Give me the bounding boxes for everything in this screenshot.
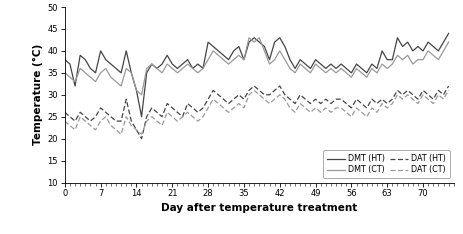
Legend: DMT (HT), DMT (CT), DAT (HT), DAT (CT): DMT (HT), DMT (CT), DAT (HT), DAT (CT)	[323, 150, 450, 179]
X-axis label: Day after temperature treatment: Day after temperature treatment	[161, 203, 357, 213]
Y-axis label: Temperature (°C): Temperature (°C)	[33, 44, 43, 145]
